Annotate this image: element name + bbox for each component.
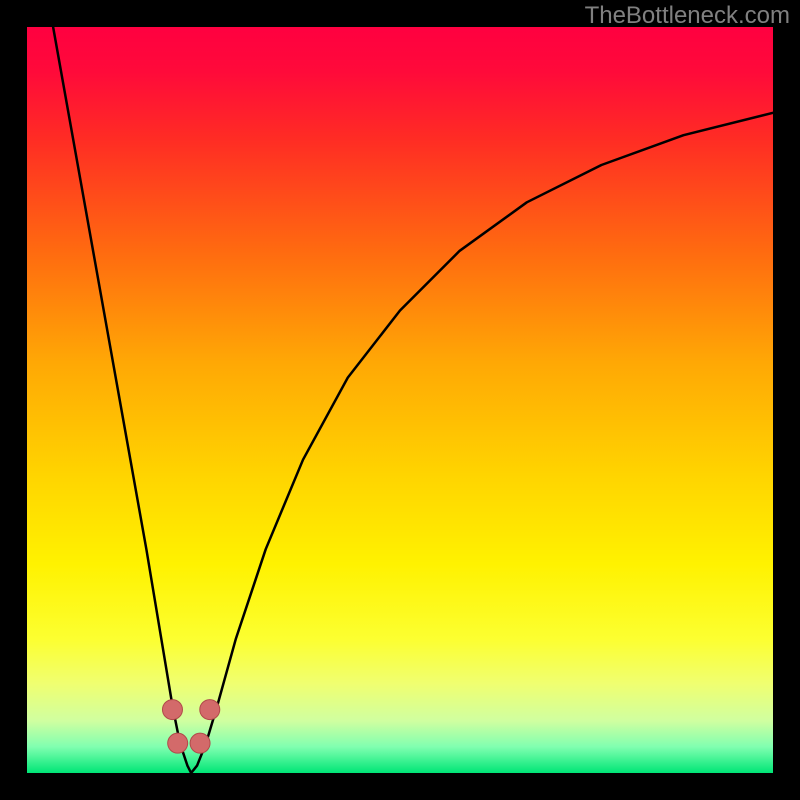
marker-dot — [190, 733, 210, 753]
bottleneck-chart — [0, 0, 800, 800]
marker-dot — [200, 700, 220, 720]
marker-dot — [162, 700, 182, 720]
gradient-plot-area — [27, 27, 773, 773]
watermark-text: TheBottleneck.com — [585, 2, 790, 30]
chart-root: TheBottleneck.com — [0, 0, 800, 800]
marker-dot — [168, 733, 188, 753]
